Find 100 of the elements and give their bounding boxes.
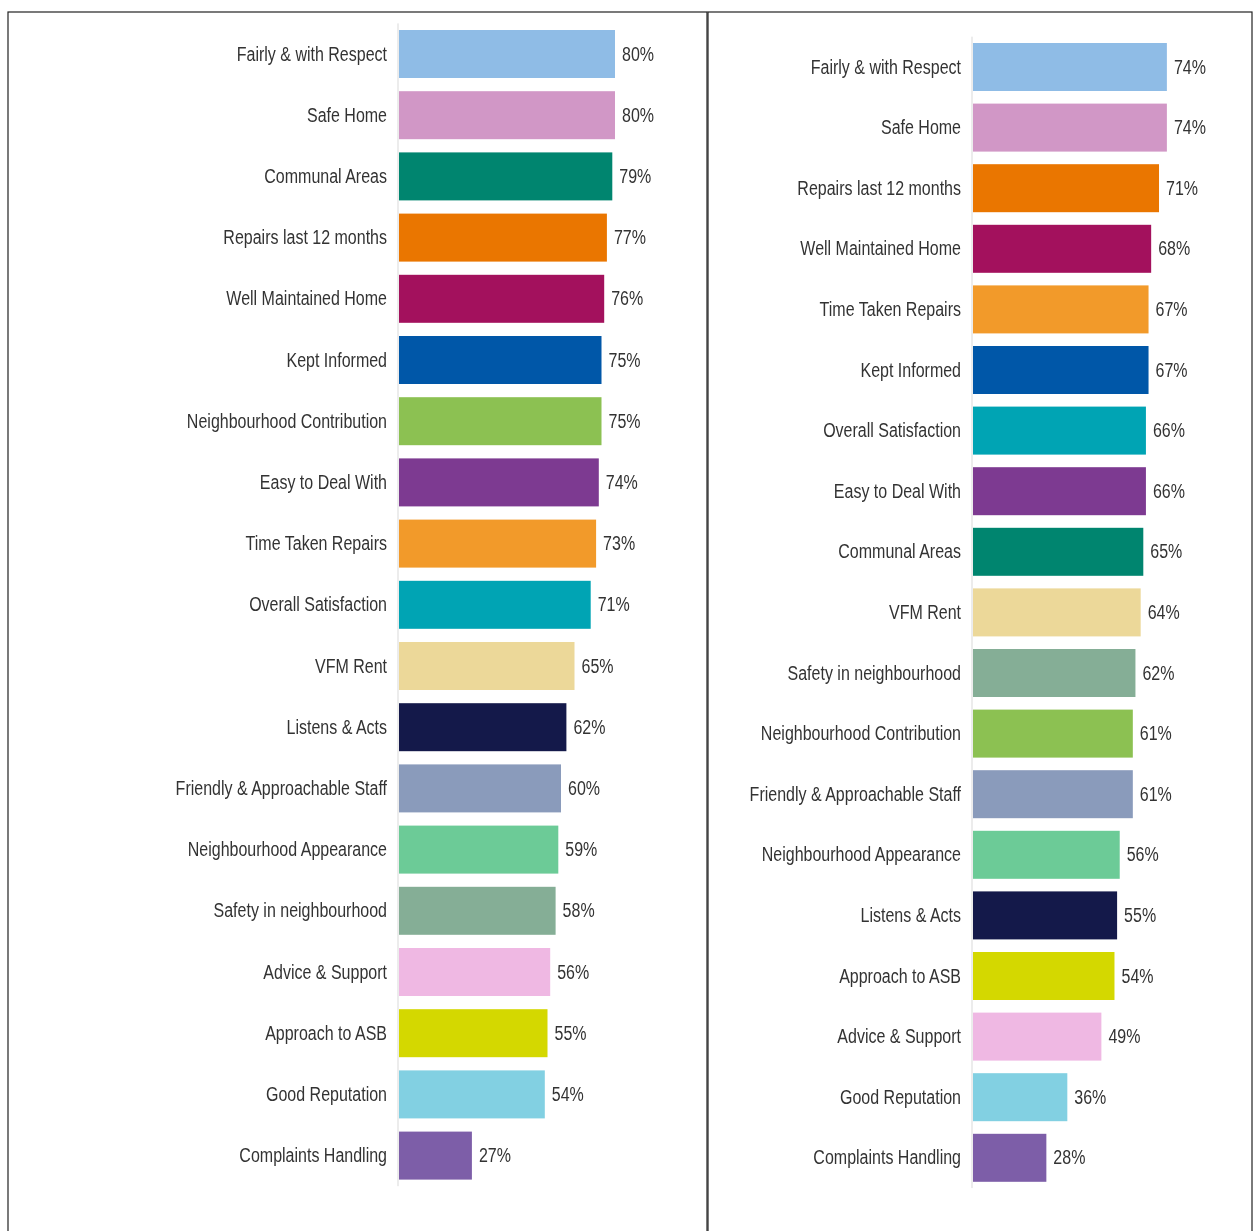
bar: [973, 649, 1136, 697]
bar: [973, 1073, 1068, 1122]
y-tick-label: Safe Home: [306, 104, 387, 127]
data-label: 61%: [1139, 722, 1172, 745]
data-label: 49%: [1108, 1025, 1141, 1048]
bar: [973, 770, 1133, 819]
data-label: 80%: [622, 104, 655, 127]
y-tick-label: Neighbourhood Contribution: [186, 410, 387, 433]
y-tick-label: Listens & Acts: [286, 716, 387, 739]
bar: [973, 709, 1133, 758]
bar: [973, 346, 1149, 394]
bar: [399, 825, 559, 874]
data-label: 67%: [1155, 298, 1188, 321]
y-tick-label: Fairly & with Respect: [236, 42, 387, 66]
y-tick-label: Easy to Deal With: [259, 471, 387, 494]
y-tick-label: Well Maintained Home: [226, 287, 387, 310]
data-label: 75%: [608, 410, 641, 433]
data-label: 74%: [1173, 116, 1206, 139]
data-label: 60%: [568, 777, 601, 800]
data-label: 80%: [622, 42, 655, 66]
y-tick-label: Fairly & with Respect: [810, 55, 961, 79]
bar: [973, 588, 1141, 637]
y-tick-label: Easy to Deal With: [833, 480, 961, 503]
y-tick-label: Good Reputation: [840, 1086, 961, 1109]
bar: [399, 336, 602, 384]
data-label: 59%: [565, 838, 598, 861]
bar: [973, 224, 1152, 273]
data-label: 67%: [1155, 358, 1188, 382]
data-label: 54%: [1121, 964, 1154, 988]
data-label: 55%: [1124, 904, 1157, 927]
data-label: 61%: [1139, 783, 1172, 806]
bar: [399, 703, 567, 752]
data-label: 79%: [619, 165, 652, 188]
y-tick-label: Advice & Support: [837, 1025, 961, 1048]
data-label: 28%: [1053, 1146, 1086, 1169]
y-tick-label: Good Reputation: [266, 1083, 387, 1106]
data-label: 74%: [605, 471, 638, 494]
y-tick-label: VFM Rent: [314, 654, 387, 678]
data-label: 65%: [1150, 540, 1183, 563]
bar: [399, 519, 597, 568]
data-label: 68%: [1158, 237, 1191, 260]
y-tick-label: Approach to ASB: [839, 964, 961, 988]
y-tick-label: Kept Informed: [860, 358, 961, 382]
data-label: 62%: [1142, 661, 1175, 685]
y-tick-label: Time Taken Repairs: [245, 532, 387, 555]
y-tick-label: Friendly & Approachable Staff: [749, 783, 962, 806]
y-tick-label: Kept Informed: [286, 348, 387, 372]
data-label: 55%: [554, 1022, 587, 1045]
y-tick-label: Approach to ASB: [265, 1022, 387, 1045]
y-tick-label: Complaints Handling: [239, 1144, 387, 1167]
y-tick-label: Friendly & Approachable Staff: [175, 777, 388, 800]
data-label: 62%: [573, 716, 606, 739]
bar: [973, 952, 1115, 1000]
bar: [399, 274, 605, 323]
bar: [399, 152, 613, 201]
data-label: 73%: [603, 532, 636, 555]
data-label: 71%: [597, 593, 630, 616]
data-label: 36%: [1074, 1086, 1107, 1109]
bar: [399, 642, 575, 690]
data-label: 75%: [608, 348, 641, 372]
bar: [973, 285, 1149, 334]
bar: [399, 213, 607, 262]
bar: [399, 1131, 472, 1180]
y-tick-label: Communal Areas: [838, 540, 961, 563]
y-tick-label: Repairs last 12 months: [797, 177, 961, 200]
data-label: 56%: [557, 960, 590, 984]
bar: [973, 43, 1167, 91]
data-label: 54%: [551, 1083, 584, 1106]
bar: [399, 886, 556, 935]
data-label: 56%: [1126, 843, 1159, 866]
y-tick-label: Neighbourhood Contribution: [760, 722, 961, 745]
bar: [973, 830, 1120, 879]
bar: [973, 406, 1146, 455]
bar: [399, 91, 615, 140]
bar: [973, 891, 1118, 940]
y-tick-label: Time Taken Repairs: [819, 298, 961, 321]
y-tick-label: Neighbourhood Appearance: [187, 838, 387, 861]
data-label: 27%: [478, 1144, 511, 1167]
y-tick-label: Safety in neighbourhood: [213, 899, 387, 922]
bar: [973, 1012, 1102, 1061]
y-tick-label: Communal Areas: [264, 165, 387, 188]
bar: [973, 467, 1146, 516]
bar: [973, 1133, 1047, 1182]
y-tick-label: Overall Satisfaction: [823, 419, 961, 442]
data-label: 77%: [613, 226, 646, 249]
data-label: 65%: [581, 654, 614, 678]
bar: [399, 580, 591, 629]
y-tick-label: Listens & Acts: [860, 904, 961, 927]
y-tick-label: Repairs last 12 months: [223, 226, 387, 249]
bar: [399, 764, 561, 813]
y-tick-label: Safety in neighbourhood: [787, 661, 961, 685]
data-label: 66%: [1152, 419, 1185, 442]
y-tick-label: Safe Home: [880, 116, 961, 139]
y-tick-label: Overall Satisfaction: [249, 593, 387, 616]
data-label: 58%: [562, 899, 595, 922]
y-tick-label: Well Maintained Home: [800, 237, 961, 260]
bar: [399, 1070, 545, 1119]
bar: [973, 164, 1160, 213]
bar: [399, 948, 551, 996]
data-label: 74%: [1173, 55, 1206, 79]
